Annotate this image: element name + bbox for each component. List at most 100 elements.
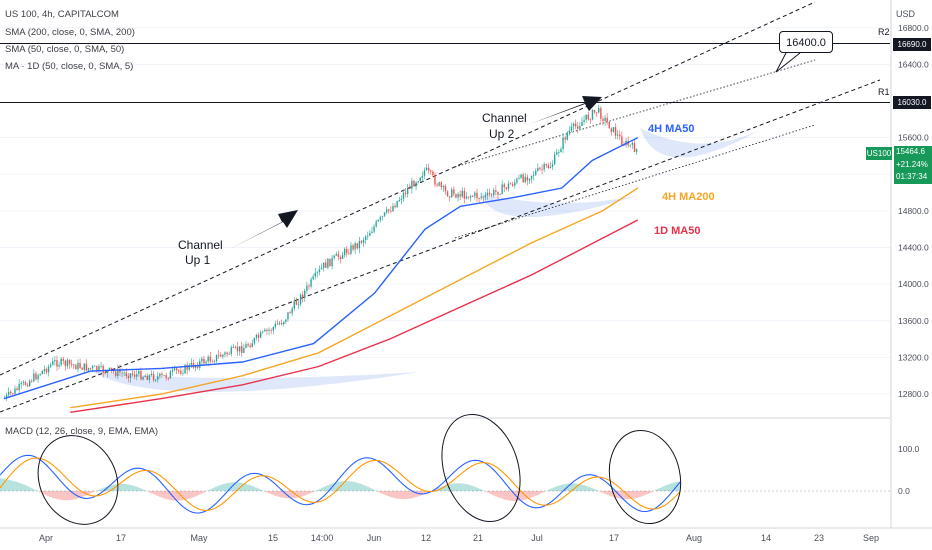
macd-histogram-bar <box>271 491 273 495</box>
candle-body <box>20 383 22 384</box>
candle-body <box>255 334 258 338</box>
macd-histogram-bar <box>211 488 213 491</box>
candle-body <box>455 194 457 198</box>
macd-histogram-bar <box>643 491 645 496</box>
macd-histogram-bar <box>143 489 145 491</box>
candle-body <box>180 370 182 374</box>
candle-body <box>274 323 277 328</box>
macd-histogram-bar <box>565 483 567 491</box>
macd-histogram-bar <box>423 491 425 495</box>
candle-body <box>595 112 598 114</box>
candle-body <box>150 373 153 376</box>
macd-legend[interactable]: MACD (12, 26, close, 9, EMA, EMA) <box>5 426 159 437</box>
macd-histogram-bar <box>403 491 405 500</box>
time-axis-tick: Jul <box>531 533 543 543</box>
candle-body <box>629 144 631 146</box>
macd-histogram-bar <box>259 489 261 491</box>
bar-countdown: 01:37:34 <box>896 172 928 181</box>
macd-histogram-bar <box>425 491 427 494</box>
candle-body <box>56 360 58 367</box>
candle-body <box>329 258 331 267</box>
macd-divergence-circle <box>441 413 521 523</box>
candle-body <box>398 199 400 201</box>
macd-histogram-bar <box>497 491 499 498</box>
candle-body <box>400 198 403 200</box>
candle-body <box>262 331 264 333</box>
candle-body <box>291 308 293 314</box>
macd-histogram-bar <box>559 485 561 491</box>
candle-body <box>463 190 466 199</box>
candle-body <box>369 232 371 236</box>
macd-histogram-bar <box>591 488 593 491</box>
candle-body <box>24 382 27 385</box>
candle-body <box>379 216 382 220</box>
macd-histogram-bar <box>179 491 181 501</box>
candle-body <box>280 323 283 325</box>
macd-histogram-bar <box>499 491 501 499</box>
macd-histogram-bar <box>333 483 335 491</box>
time-axis-tick: May <box>190 533 208 543</box>
candle-body <box>409 188 411 190</box>
macd-histogram-bar <box>187 491 189 500</box>
candle-body <box>417 181 419 183</box>
candle-body <box>154 379 157 381</box>
candle-body <box>385 209 388 213</box>
macd-histogram-bar <box>21 483 23 491</box>
candle-body <box>121 372 123 374</box>
ma200-4h-label: 4H MA200 <box>662 191 715 203</box>
macd-histogram-bar <box>661 487 663 491</box>
candle-body <box>474 192 476 197</box>
macd-histogram-bar <box>251 485 253 491</box>
candle-body <box>28 380 31 387</box>
candle-body <box>100 365 102 367</box>
macd-histogram-bar <box>525 491 527 500</box>
candle-body <box>421 175 424 178</box>
indicator-ma1d-legend[interactable]: MA · 1D (50, close, 0, SMA, 5) <box>5 61 134 72</box>
macd-histogram-bar <box>299 491 301 497</box>
macd-histogram-bar <box>495 491 497 497</box>
candle-body <box>14 388 16 394</box>
macd-histogram-bar <box>445 485 447 491</box>
candle-body <box>535 170 537 175</box>
macd-histogram-bar <box>319 488 321 491</box>
candle-body <box>600 107 602 119</box>
macd-histogram-bar <box>303 491 305 496</box>
macd-histogram-bar <box>257 488 259 491</box>
candle-body <box>346 248 348 254</box>
candle-body <box>520 174 522 178</box>
candle-body <box>142 376 144 380</box>
currency-label[interactable]: USD <box>896 9 916 19</box>
macd-histogram-bar <box>531 491 533 498</box>
macd-histogram-bar <box>549 489 551 491</box>
candle-body <box>327 258 329 268</box>
candle-body <box>465 196 468 199</box>
macd-histogram-bar <box>551 488 553 491</box>
macd-histogram-bar <box>287 491 289 499</box>
macd-histogram-bar <box>503 491 505 500</box>
indicator-sma50-legend[interactable]: SMA (50, close, 0, SMA, 50) <box>5 44 125 55</box>
macd-histogram-bar <box>219 485 221 491</box>
macd-histogram-bar <box>461 483 463 491</box>
macd-histogram-bar <box>667 484 669 491</box>
macd-histogram-bar <box>357 482 359 491</box>
candle-body <box>583 119 585 122</box>
macd-histogram-bar <box>273 491 275 496</box>
indicator-sma200-legend[interactable]: SMA (200, close, 0, SMA, 200) <box>5 27 135 38</box>
macd-histogram-bar <box>655 489 657 491</box>
macd-histogram-bar <box>31 488 33 491</box>
macd-histogram-bar <box>385 491 387 496</box>
macd-histogram-bar <box>307 491 309 495</box>
candle-body <box>566 132 568 140</box>
macd-histogram-bar <box>511 491 513 501</box>
macd-histogram-bar <box>27 486 29 491</box>
macd-histogram-bar <box>47 491 49 497</box>
macd-histogram-bar <box>183 491 185 500</box>
macd-histogram-bar <box>641 491 643 497</box>
macd-histogram-bar <box>195 491 197 497</box>
macd-histogram-bar <box>581 484 583 491</box>
macd-histogram-bar <box>317 489 319 491</box>
candle-body <box>173 368 176 370</box>
candle-body <box>375 221 377 227</box>
macd-histogram-bar <box>247 484 249 491</box>
macd-histogram-bar <box>163 491 165 499</box>
